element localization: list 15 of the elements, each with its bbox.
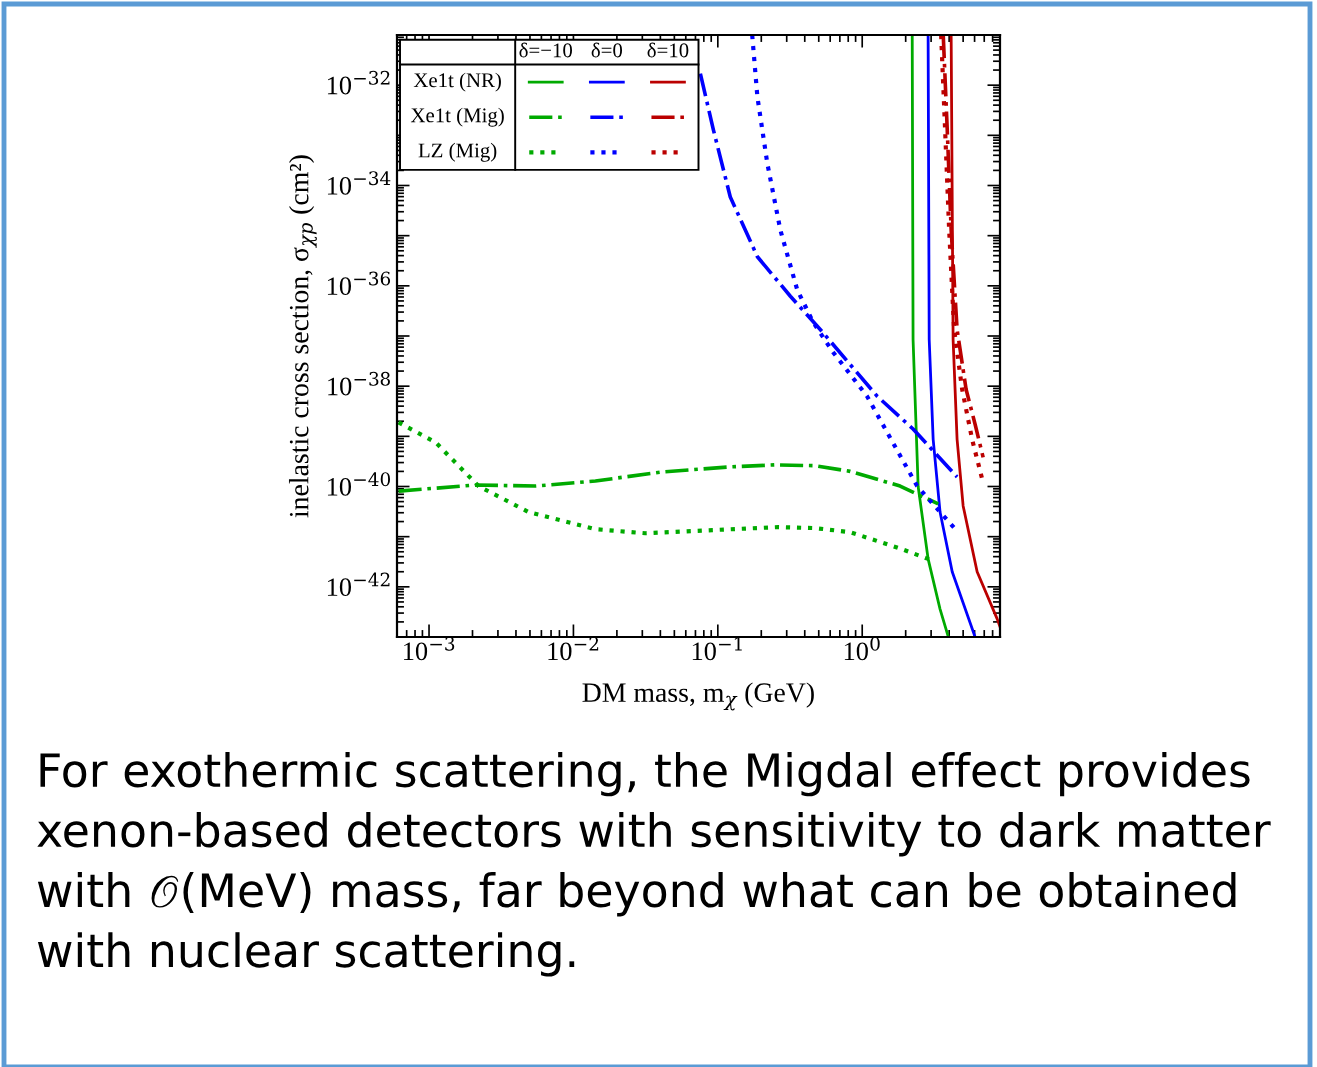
y-tick-label: 10$^{−34}$: [327, 171, 391, 195]
y-tick-label: 10$^{−36}$: [327, 271, 391, 296]
legend-label: Xe1t (NR): [413, 72, 501, 92]
y-tick-label: 10$^{−32}$: [327, 70, 390, 95]
annotation: δ=0: [591, 42, 623, 58]
y-tick-label: 10$^{−42}$: [327, 572, 390, 597]
x-axis-title: DM mass, m$_{χ}$ (GeV): [582, 682, 814, 711]
legend-label: LZ (Mig): [418, 142, 497, 162]
legend-label: Xe1t (Mig): [410, 107, 504, 127]
y-axis-title: inelastic cross section, σ$_{χp}$ (cm²): [288, 155, 317, 518]
annotation: δ=10: [647, 42, 689, 58]
annotation: δ=−10: [519, 42, 573, 58]
text: For exothermic scattering, the Migdal effect provides xenon-based detectors with sensitivity to dark matter with 𝒪(MeV) mass, far beyond what can be obtained with nuclear scattering.: [37, 752, 1271, 977]
y-tick-label: 10$^{−38}$: [328, 371, 390, 396]
y-tick-label: 10$^{−40}$: [327, 472, 391, 496]
